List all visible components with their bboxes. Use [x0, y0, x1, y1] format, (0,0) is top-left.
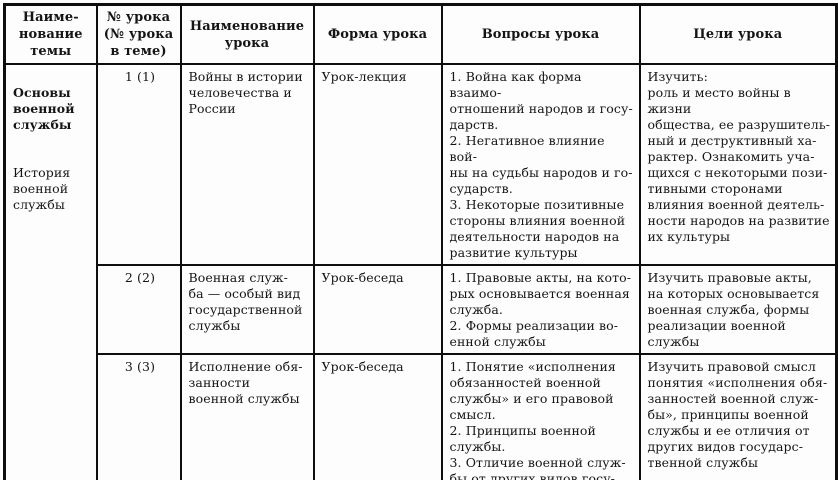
topic-subtitle: История военной службы: [13, 165, 71, 212]
table-header-row: Наиме- нование темы № урока (№ урока в т…: [3, 3, 838, 65]
lesson-number-cell: 2 (2): [95, 264, 182, 355]
lesson-name-cell: Исполнение обя- занности военной службы: [179, 353, 315, 480]
lesson-form-cell: Урок-лекция: [312, 63, 443, 266]
lesson-number-cell: 1 (1): [95, 63, 182, 266]
table-row: 3 (3) Исполнение обя- занности военной с…: [5, 353, 838, 480]
lesson-plan-table: Наиме- нование темы № урока (№ урока в т…: [3, 3, 838, 480]
header-lesson-questions: Вопросы урока: [440, 3, 641, 65]
header-topic-name: Наиме- нование темы: [3, 3, 98, 65]
table-row: 2 (2) Военная служ- ба — особый вид госу…: [5, 264, 838, 355]
lesson-questions-cell: 1. Война как форма взаимо- отношений нар…: [440, 63, 641, 266]
lesson-number-cell: 3 (3): [95, 353, 182, 480]
topic-title: Основы военной службы: [13, 85, 75, 132]
lesson-name-cell: Военная служ- ба — особый вид государств…: [179, 264, 315, 355]
lesson-name-cell: Войны в истории человечества и России: [179, 63, 315, 266]
lesson-questions-cell: 1. Правовые акты, на кото- рых основывае…: [440, 264, 641, 355]
header-lesson-name: Наименование урока: [179, 3, 315, 65]
header-lesson-form: Форма урока: [312, 3, 443, 65]
lesson-form-cell: Урок-беседа: [312, 264, 443, 355]
lesson-form-cell: Урок-беседа: [312, 353, 443, 480]
lesson-goals-cell: Изучить правовые акты, на которых основы…: [638, 264, 838, 355]
lesson-goals-cell: Изучить правовой смысл понятия «исполнен…: [638, 353, 838, 480]
header-lesson-number: № урока (№ урока в теме): [95, 3, 182, 65]
table-row: Основы военной службы История военной сл…: [3, 63, 838, 480]
topic-cell: Основы военной службы История военной сл…: [3, 63, 98, 480]
lesson-questions-cell: 1. Понятие «исполнения обязанностей воен…: [440, 353, 641, 480]
lesson-goals-cell: Изучить: роль и место войны в жизни обще…: [638, 63, 838, 266]
header-lesson-goals: Цели урока: [638, 3, 838, 65]
